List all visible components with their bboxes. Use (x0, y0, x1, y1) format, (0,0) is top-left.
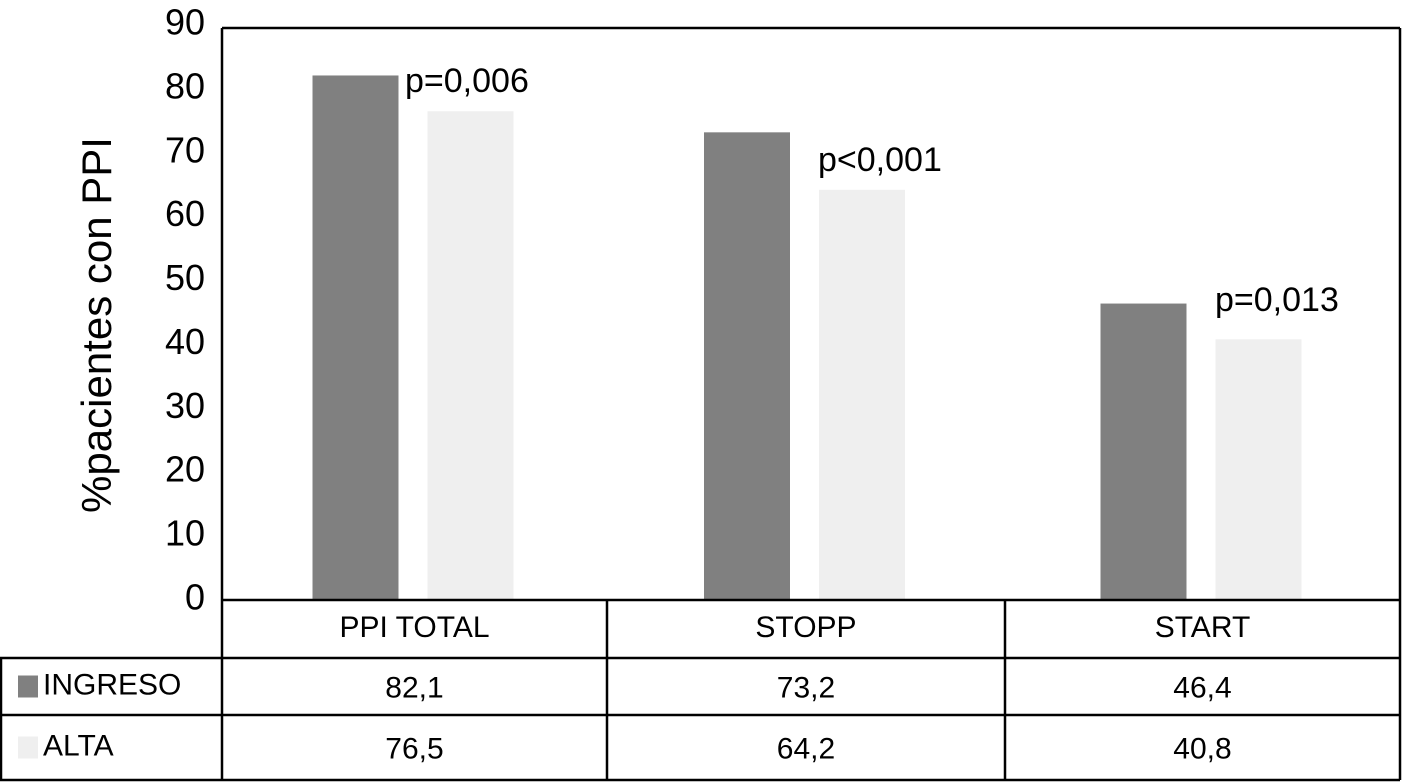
legend-swatch (18, 675, 38, 698)
table-value: 46,4 (1173, 671, 1231, 704)
y-tick-label: 50 (165, 257, 205, 298)
y-tick-label: 60 (165, 193, 205, 234)
bar (704, 132, 790, 601)
y-tick-label: 80 (165, 65, 205, 106)
y-tick-label: 20 (165, 449, 205, 490)
bar (1100, 303, 1187, 600)
annotation: p=0,013 (1215, 281, 1339, 319)
bar (819, 189, 905, 601)
y-tick-label: 90 (165, 2, 205, 43)
annotation: p<0,001 (818, 141, 942, 179)
y-axis-label: %pacientes con PPI (73, 137, 120, 513)
y-tick-label: 70 (165, 129, 205, 170)
legend-label: ALTA (43, 729, 114, 762)
table-value: 40,8 (1173, 732, 1231, 765)
legend-swatch (18, 736, 38, 759)
x-tick-label: PPI TOTAL (339, 611, 489, 644)
y-tick-label: 40 (165, 321, 205, 362)
annotation: p=0,006 (405, 62, 529, 100)
x-tick-label: START (1155, 611, 1251, 644)
table-value: 76,5 (385, 732, 443, 765)
legend-label: INGRESO (43, 668, 181, 701)
y-tick-label: 0 (185, 577, 205, 618)
bar (1215, 339, 1302, 600)
table-value: 82,1 (385, 671, 443, 704)
y-tick-label: 30 (165, 385, 205, 426)
bar (427, 111, 514, 600)
x-tick-label: STOPP (755, 611, 856, 644)
y-tick-label: 10 (165, 513, 205, 554)
table-value: 73,2 (777, 671, 835, 704)
table-value: 64,2 (777, 732, 835, 765)
bar (312, 75, 399, 600)
